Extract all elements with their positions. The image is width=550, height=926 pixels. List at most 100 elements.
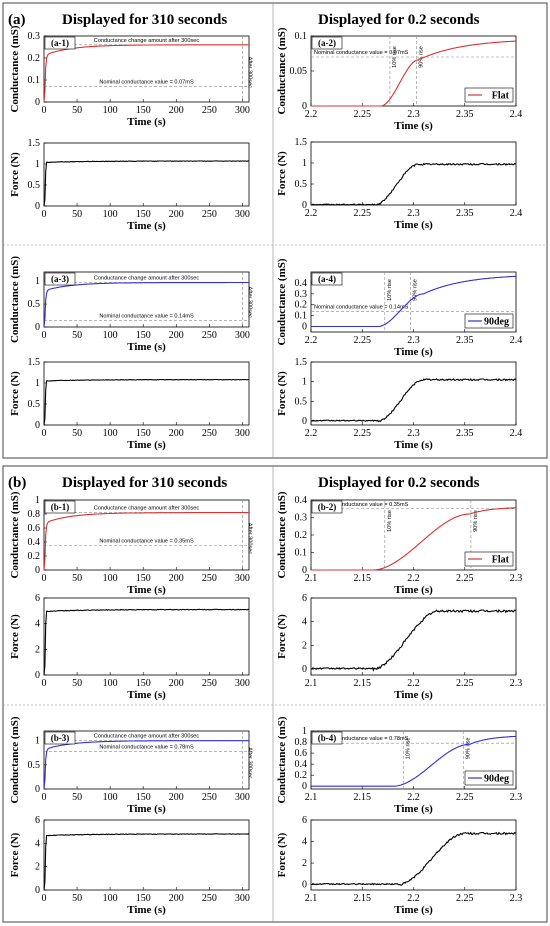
x-tick-label: 2.1 [305,573,318,584]
after-300-label: After 300sec [246,523,252,555]
y-tick-label: 0.3 [295,289,308,300]
x-tick-label: 2.2 [407,792,420,803]
y-tick-label: 0.3 [295,513,308,524]
y-axis-label: Conductance (mS) [9,256,21,343]
x-tick-label: 100 [103,678,118,689]
change-annotation: Conductance change amount after 300sec [94,734,200,740]
legend-box [464,313,514,329]
x-axis-label: Time (s) [394,439,433,451]
x-tick-label: 200 [169,893,184,904]
y-tick-label: 1.5 [28,138,41,149]
series-line [43,281,249,328]
y-tick-label: 2 [302,858,307,869]
plot-frame-b4f [310,819,517,891]
plot-frame-a3 [43,271,250,328]
chart-a4f: 2.2 2.25 2.3 2.35 2.4 0 0.5 1 1.5 Time (s) Force (… [276,357,522,451]
section-a-title-left: Displayed for 310 seconds [62,12,227,28]
section-b-title-right: Displayed for 0.2 seconds [318,475,480,491]
y-axis-label: Conductance (mS) [276,27,288,114]
y-tick-label: 1 [302,158,307,169]
y-tick-label: 6 [302,815,307,826]
y-tick-label: 0.2 [295,530,308,541]
x-tick-label: 250 [202,209,217,220]
y-tick-label: 6 [35,593,40,604]
x-tick-label: 300 [235,209,250,220]
panel-label-box [311,272,343,286]
plot-frame-a2f [310,141,517,206]
section-b-frame [2,465,548,923]
y-tick-label: 0 [35,670,40,681]
y-tick-label: 0.05 [290,66,308,77]
y-tick-label: 0.5 [28,399,41,410]
y-tick-label: 0.2 [295,770,308,781]
x-tick-label: 150 [136,428,151,439]
x-tick-label: 250 [202,105,217,116]
after-300-label: After 300sec [246,747,252,779]
series-line [43,833,250,891]
plot-frame-a3f [43,361,250,426]
x-tick-label: 200 [169,428,184,439]
nominal-annotation: Nominal conductance value = 0.07mS [99,80,194,86]
x-axis-label: Time (s) [394,120,433,132]
change-annotation: Conductance change amount after 300sec [94,276,200,282]
chart-b3: 0 50 100 150 200 250 300 0 0.5 1 Time (s) Conductan… [9,716,252,815]
x-tick-label: 0 [42,678,47,689]
legend-box [464,87,514,103]
x-tick-label: 2.3 [510,573,523,584]
y-tick-label: 0 [302,565,307,576]
x-tick-label: 200 [169,678,184,689]
x-tick-label: 50 [72,330,82,341]
y-tick-label: 1 [35,276,40,287]
nominal-annotation: Nominal conductance value = 0.78mS [99,744,194,750]
chart-b1f: 0 50 100 150 200 250 300 0 2 4 6 Time (s) Force (N) [9,593,250,701]
plot-frame-b3f [43,819,250,891]
chart-a3f: 0 50 100 150 200 250 300 0 0.5 1 1.5 Time (s) Force … [9,357,250,451]
x-tick-label: 50 [72,209,82,220]
x-tick-label: 2.25 [354,208,372,219]
y-axis-label: Force (N) [276,151,288,196]
x-tick-label: 2.35 [456,335,474,346]
y-tick-label: 1 [35,378,40,389]
rise10-label: 10% rise [405,738,411,760]
x-tick-label: 150 [136,893,151,904]
y-tick-label: 2 [302,640,307,651]
rise10-label: 10% rise [387,279,393,301]
y-tick-label: 0 [35,322,40,333]
panel-label: (b-2) [318,502,337,512]
x-tick-label: 2.25 [354,428,372,439]
y-tick-label: 0.4 [295,759,308,770]
rise90-label: 90% rise [419,46,425,68]
x-tick-label: 2.25 [456,678,474,689]
x-tick-label: 300 [235,678,250,689]
y-tick-label: 0 [302,781,307,792]
x-tick-label: 2.2 [305,109,318,120]
x-tick-label: 2.3 [510,893,523,904]
x-axis-label: Time (s) [127,689,166,701]
nominal-annotation: Nominal conductance value = 0.14mS [314,304,409,310]
x-tick-label: 2.2 [407,678,420,689]
x-axis-label: Time (s) [394,904,433,916]
y-tick-label: 0 [302,416,307,427]
series-line [43,608,250,676]
x-tick-label: 200 [169,105,184,116]
panel-label-box [311,731,343,745]
y-tick-label: 4 [302,837,307,848]
x-tick-label: 2.25 [456,893,474,904]
y-tick-label: 0.2 [28,53,41,64]
y-axis-label: Conductance (mS) [276,491,288,578]
series-line [310,378,517,423]
y-axis-label: Conductance (mS) [9,25,21,112]
x-tick-label: 200 [169,330,184,341]
y-tick-label: 0 [35,97,40,108]
x-tick-label: 50 [72,678,82,689]
x-tick-label: 200 [169,573,184,584]
x-axis-label: Time (s) [394,219,433,231]
x-tick-label: 100 [103,428,118,439]
y-tick-label: 0.5 [28,180,41,191]
y-tick-label: 0.4 [28,537,41,548]
x-tick-label: 2.25 [354,109,372,120]
x-tick-label: 2.3 [407,208,420,219]
y-tick-label: 6 [302,593,307,604]
x-tick-label: 50 [72,105,82,116]
panel-label-box [311,500,343,514]
